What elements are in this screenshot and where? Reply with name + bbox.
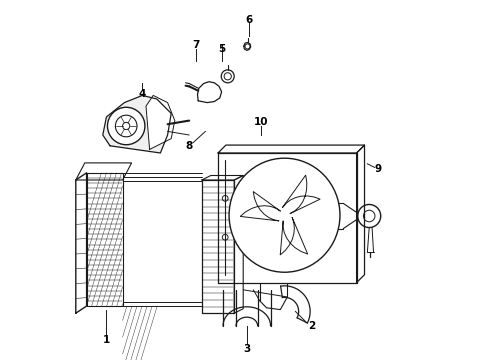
Circle shape — [222, 195, 228, 201]
Text: 3: 3 — [243, 344, 250, 354]
Polygon shape — [146, 95, 175, 149]
Ellipse shape — [229, 158, 340, 272]
Circle shape — [107, 107, 145, 145]
Polygon shape — [76, 163, 132, 180]
Text: 5: 5 — [218, 44, 225, 54]
Text: 1: 1 — [103, 335, 110, 345]
Polygon shape — [197, 82, 221, 103]
Circle shape — [221, 70, 234, 83]
Text: 7: 7 — [193, 40, 200, 50]
Circle shape — [222, 234, 228, 240]
Polygon shape — [244, 42, 251, 50]
Circle shape — [358, 204, 381, 228]
Text: 2: 2 — [308, 321, 315, 331]
Text: 9: 9 — [375, 164, 382, 174]
Circle shape — [269, 200, 300, 231]
Text: 10: 10 — [254, 117, 269, 127]
Polygon shape — [103, 95, 171, 153]
Text: 6: 6 — [245, 15, 252, 25]
Circle shape — [278, 208, 291, 222]
Text: 4: 4 — [139, 89, 146, 99]
Polygon shape — [234, 176, 243, 313]
Polygon shape — [357, 145, 365, 283]
Text: 8: 8 — [186, 141, 193, 151]
Polygon shape — [202, 176, 243, 180]
Polygon shape — [218, 145, 365, 153]
